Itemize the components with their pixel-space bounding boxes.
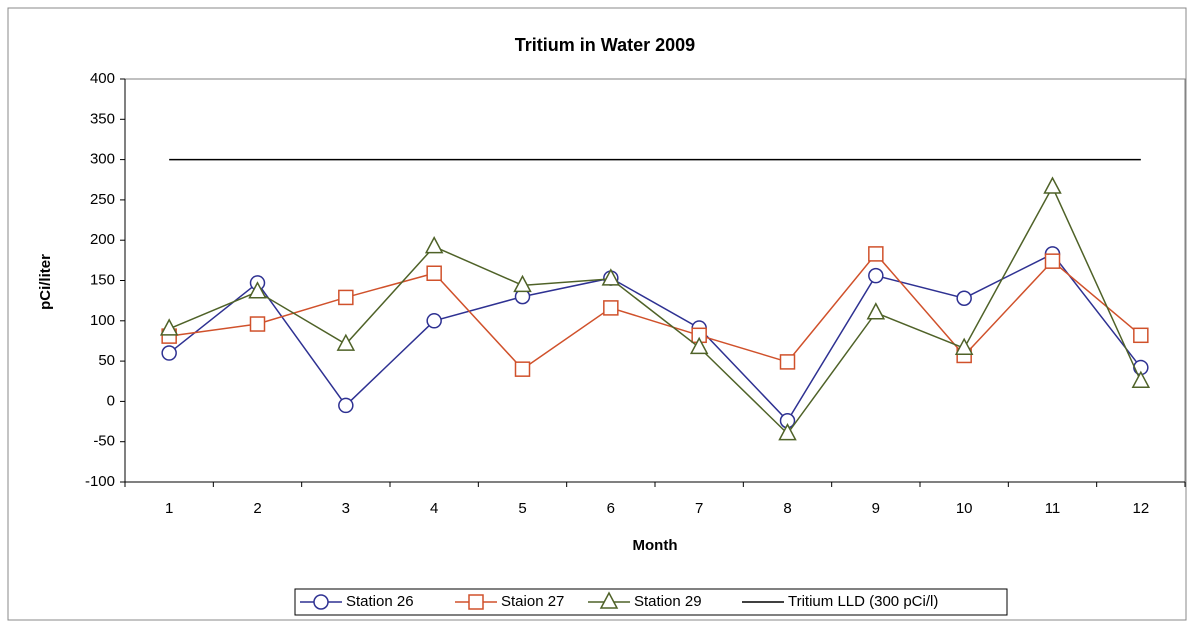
legend-label: Staion 27 — [501, 593, 564, 610]
legend-marker — [313, 594, 329, 610]
x-tick-label: 1 — [165, 500, 173, 517]
data-point — [866, 302, 886, 320]
data-point — [424, 236, 444, 254]
y-axis-label: pCi/liter — [37, 254, 54, 310]
data-point — [159, 318, 179, 336]
y-tick-label: 150 — [90, 271, 115, 288]
x-tick-label: 3 — [342, 500, 350, 517]
y-tick-label: 350 — [90, 110, 115, 127]
x-tick-label: 8 — [783, 500, 791, 517]
y-tick-label: 100 — [90, 312, 115, 329]
chart-frame — [7, 7, 1187, 621]
legend-label: Station 29 — [634, 593, 702, 610]
x-tick-label: 9 — [872, 500, 880, 517]
legend-box — [294, 588, 1008, 616]
data-point — [1131, 370, 1151, 388]
y-tick-label: 400 — [90, 70, 115, 87]
x-tick-label: 10 — [956, 500, 973, 517]
data-point — [338, 397, 354, 414]
data-point — [601, 268, 621, 286]
data-point — [689, 336, 709, 355]
data-point — [868, 246, 884, 262]
data-point — [426, 265, 442, 281]
series-line — [168, 185, 1142, 435]
x-tick-label: 11 — [1045, 500, 1061, 517]
data-point — [1043, 176, 1062, 194]
y-tick-label: 200 — [90, 231, 115, 248]
legend-label: Tritium LLD (300 pCi/l) — [788, 593, 938, 610]
x-tick-label: 12 — [1132, 500, 1149, 517]
chart-title: Tritium in Water 2009 — [515, 35, 695, 55]
data-point — [161, 345, 177, 361]
y-tick-label: 250 — [90, 191, 115, 208]
data-point — [249, 316, 266, 332]
data-point — [778, 423, 797, 441]
series-line — [168, 252, 1142, 422]
legend-marker — [599, 591, 619, 609]
legend-marker — [468, 594, 484, 610]
data-point — [514, 361, 531, 377]
data-point — [868, 267, 884, 284]
x-tick-label: 7 — [695, 500, 703, 517]
data-point — [1044, 253, 1061, 269]
data-point — [248, 281, 267, 299]
data-point — [1133, 327, 1149, 344]
data-point — [956, 290, 972, 306]
series-line — [169, 252, 1142, 371]
x-tick-label: 5 — [518, 500, 526, 517]
data-point — [338, 289, 354, 306]
data-point — [603, 300, 619, 316]
y-tick-label: 300 — [90, 151, 115, 168]
x-tick-label: 2 — [253, 500, 261, 517]
legend-label: Station 26 — [346, 593, 414, 610]
data-point — [513, 274, 532, 293]
x-axis-label: Month — [633, 537, 678, 554]
y-tick-label: -100 — [85, 473, 115, 490]
x-tick-label: 6 — [607, 500, 615, 517]
x-tick-label: 4 — [430, 500, 438, 517]
data-point — [954, 337, 974, 355]
data-point — [336, 333, 356, 351]
data-point — [426, 313, 442, 329]
y-tick-label: 50 — [98, 352, 115, 369]
data-point — [779, 354, 796, 370]
y-tick-label: 0 — [107, 392, 115, 409]
y-tick-label: -50 — [93, 433, 115, 450]
